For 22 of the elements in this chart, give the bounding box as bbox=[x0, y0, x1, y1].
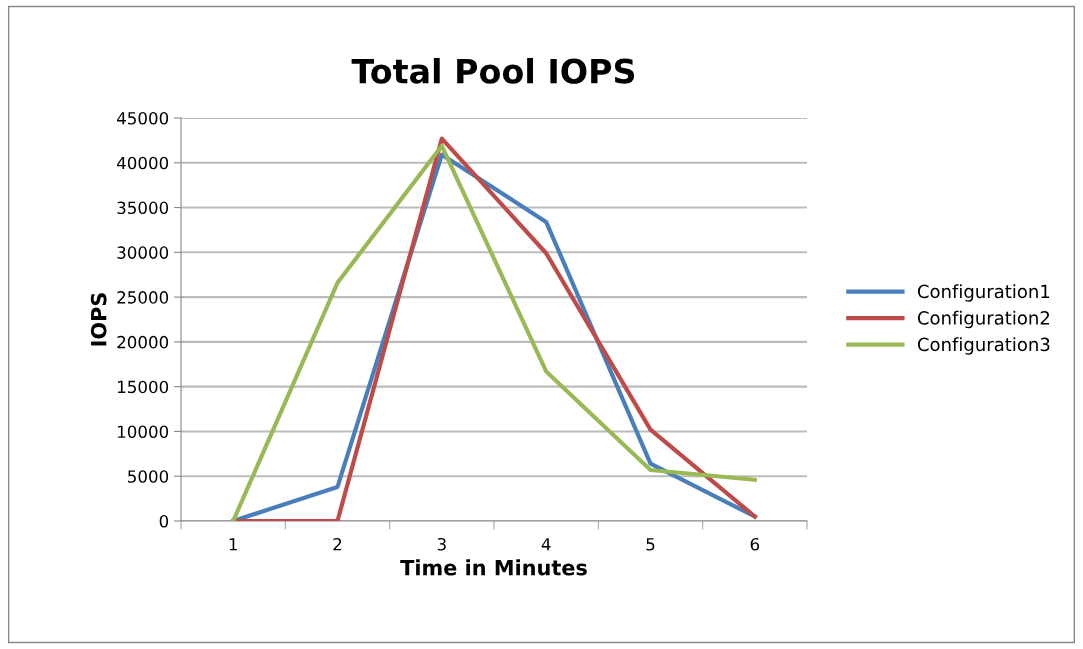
y-tick-label: 40000 bbox=[116, 156, 169, 170]
y-tick-label: 25000 bbox=[117, 291, 169, 304]
legend-label: Configuration2 bbox=[917, 310, 1050, 329]
y-tick-label: 35000 bbox=[117, 201, 169, 215]
y-tick-label: 0 bbox=[159, 514, 169, 528]
x-tick-label: 6 bbox=[750, 537, 760, 551]
y-tick-label: 30000 bbox=[117, 246, 169, 259]
x-tick-label: 1 bbox=[229, 538, 237, 551]
x-tick-label: 2 bbox=[333, 537, 342, 551]
x-tick-label: 5 bbox=[646, 538, 655, 551]
y-axis-title: IOPS bbox=[90, 293, 107, 346]
x-axis-title: Time in Minutes bbox=[400, 559, 587, 576]
chart-title: Total Pool IOPS bbox=[351, 57, 635, 84]
y-tick-label: 5000 bbox=[128, 470, 169, 483]
y-tick-label: 20000 bbox=[117, 335, 169, 349]
y-tick-label: 45000 bbox=[116, 111, 169, 125]
x-tick-label: 4 bbox=[541, 538, 551, 551]
x-tick-label: 3 bbox=[437, 537, 446, 551]
legend-label: Configuration1 bbox=[917, 284, 1050, 302]
legend-label: Configuration3 bbox=[917, 337, 1050, 355]
y-tick-label: 15000 bbox=[118, 380, 169, 394]
y-tick-label: 10000 bbox=[118, 425, 169, 439]
